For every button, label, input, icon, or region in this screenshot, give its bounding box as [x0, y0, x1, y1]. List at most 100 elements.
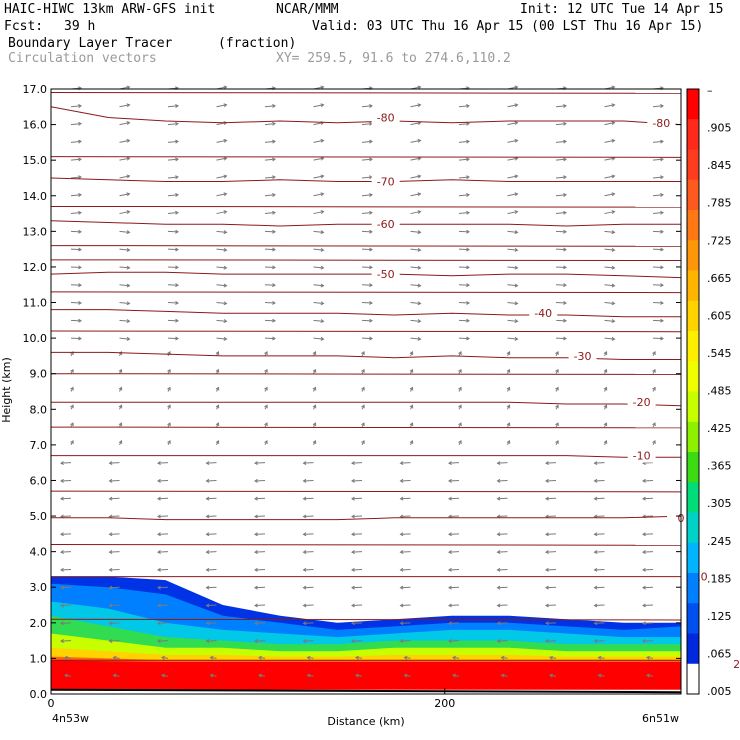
vector-arrow	[119, 265, 131, 270]
vector-arrow	[506, 440, 511, 446]
vector-shaft	[60, 533, 72, 535]
vector-arrow	[167, 300, 179, 305]
vector-head	[514, 174, 519, 179]
vector-shaft	[119, 266, 130, 269]
vector-shaft	[167, 194, 179, 197]
vector-arrow	[167, 386, 171, 392]
vector-arrow	[652, 386, 656, 392]
vector-head	[167, 440, 171, 444]
vector-head	[175, 229, 179, 234]
vector-shaft	[216, 319, 227, 322]
vector-arrow	[506, 422, 511, 428]
vector-shaft	[642, 533, 654, 535]
vector-arrow	[448, 567, 460, 572]
vector-shaft	[598, 674, 605, 677]
vector-arrow	[399, 585, 411, 590]
vector-shaft	[264, 194, 276, 197]
vector-head	[351, 550, 355, 555]
vector-head	[223, 230, 228, 235]
vector-arrow	[642, 603, 654, 608]
vector-head	[660, 300, 664, 305]
vector-arrow	[167, 193, 179, 197]
vector-head	[126, 319, 131, 324]
vector-head	[126, 103, 131, 108]
vector-head	[466, 175, 470, 180]
vector-arrow	[361, 265, 373, 270]
vector-head	[545, 550, 549, 555]
vector-shaft	[652, 248, 664, 251]
vector-arrow	[302, 514, 314, 519]
vector-head	[118, 404, 123, 409]
vector-shaft	[64, 674, 72, 677]
vector-shaft	[264, 266, 276, 268]
vector-arrow	[205, 603, 217, 608]
vector-arrow	[448, 621, 460, 626]
vector-arrow	[555, 422, 559, 428]
colorbar-label: .125	[707, 610, 732, 623]
vector-arrow	[646, 655, 654, 660]
vector-shaft	[361, 123, 373, 126]
vector-arrow	[410, 247, 422, 252]
vector-arrow	[302, 603, 314, 608]
vector-head	[70, 368, 74, 373]
vector-shaft	[361, 248, 373, 251]
vector-shaft	[361, 212, 373, 215]
vector-shaft	[355, 674, 363, 677]
vector-head	[223, 103, 228, 108]
vector-arrow	[507, 265, 519, 270]
vector-head	[563, 283, 567, 288]
vector-shaft	[594, 533, 605, 535]
vector-arrow	[507, 138, 519, 143]
vector-shaft	[555, 284, 567, 286]
vector-head	[351, 514, 355, 519]
vector-arrow	[642, 621, 654, 626]
vector-shaft	[555, 319, 567, 322]
vector-shaft	[157, 497, 169, 500]
vector-head	[126, 192, 131, 197]
vector-shaft	[109, 640, 120, 642]
vector-head	[215, 440, 220, 444]
vector-arrow	[496, 639, 508, 643]
vector-shaft	[113, 656, 120, 659]
vector-arrow	[555, 386, 559, 392]
vector-head	[417, 265, 422, 270]
vector-head	[254, 461, 258, 466]
vector-arrow	[302, 550, 314, 555]
colorbar-segment	[687, 421, 699, 453]
vector-head	[417, 336, 422, 341]
vector-shaft	[216, 175, 227, 179]
vector-arrow	[119, 174, 131, 179]
vector-shaft	[216, 302, 227, 305]
vector-arrow	[361, 336, 373, 341]
vector-head	[545, 496, 549, 501]
vector-head	[545, 639, 549, 643]
vector-shaft	[458, 123, 470, 126]
vector-arrow	[458, 368, 462, 374]
vector-head	[60, 550, 64, 555]
vector-head	[161, 673, 165, 678]
vector-shaft	[70, 158, 82, 161]
vector-shaft	[109, 462, 120, 464]
vector-head	[506, 368, 511, 373]
vector-arrow	[545, 585, 557, 590]
vector-shaft	[313, 193, 324, 197]
vector-arrow	[399, 639, 411, 643]
vector-shaft	[157, 640, 169, 642]
contour-label-bg	[529, 307, 558, 321]
vector-shaft	[507, 211, 518, 215]
vector-head	[272, 265, 276, 270]
vector-head	[223, 265, 228, 270]
vector-head	[320, 192, 325, 197]
vector-arrow	[642, 639, 654, 643]
vector-shaft	[258, 674, 266, 677]
vector-head	[593, 639, 598, 643]
vector-shaft	[167, 123, 179, 126]
vector-head	[254, 532, 258, 537]
vector-head	[175, 300, 179, 305]
vector-head	[409, 368, 414, 373]
vector-shaft	[303, 586, 314, 589]
vector-head	[652, 368, 656, 373]
vector-head	[175, 175, 179, 180]
vector-arrow	[593, 496, 605, 501]
vector-head	[78, 104, 82, 108]
